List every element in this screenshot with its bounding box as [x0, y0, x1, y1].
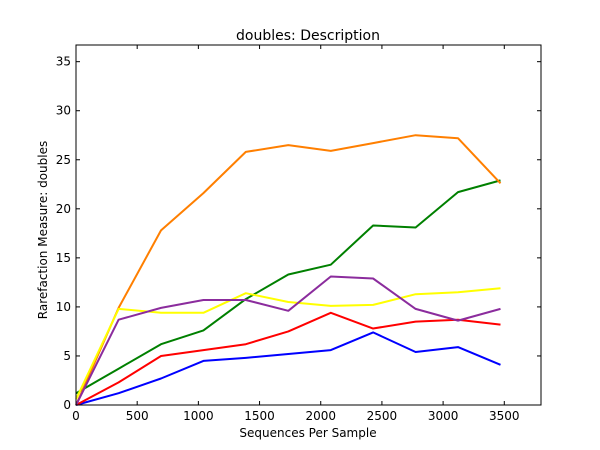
- x-axis-label: Sequences Per Sample: [239, 426, 376, 440]
- series-line-6: [75, 275, 501, 406]
- y-tick-label: 20: [56, 202, 71, 216]
- y-tick-label: 30: [56, 104, 71, 118]
- x-tick-label: 3000: [428, 409, 459, 423]
- x-tick-label: 500: [126, 409, 149, 423]
- axes-layer: 0 500 1000 1500 2000 2500 3000 3500 0 5 10 15 20 25 30…: [56, 44, 542, 423]
- y-tick-label: 15: [56, 251, 71, 265]
- x-tick-label: 0: [72, 409, 80, 423]
- x-tick-label: 2500: [367, 409, 398, 423]
- x-tick-label: 1500: [244, 409, 275, 423]
- y-tick-label: 0: [63, 398, 71, 412]
- series-line-1: [75, 331, 501, 406]
- x-tick-label: 2000: [305, 409, 336, 423]
- chart-title: doubles: Description: [236, 28, 380, 44]
- plot-frame: [75, 44, 542, 406]
- x-tick-label: 3500: [489, 409, 520, 423]
- series-line-5: [75, 287, 501, 400]
- series-line-3: [75, 179, 501, 395]
- series-layer: [75, 134, 502, 406]
- y-tick-label: 35: [56, 55, 71, 69]
- series-line-4: [75, 134, 502, 406]
- y-tick-label: 25: [56, 153, 71, 167]
- series-line-2: [75, 311, 501, 406]
- y-axis-label: Rarefaction Measure: doubles: [36, 141, 50, 319]
- y-tick-label: 10: [56, 300, 71, 314]
- x-tick-label: 1000: [183, 409, 214, 423]
- y-tick-label: 5: [63, 349, 71, 363]
